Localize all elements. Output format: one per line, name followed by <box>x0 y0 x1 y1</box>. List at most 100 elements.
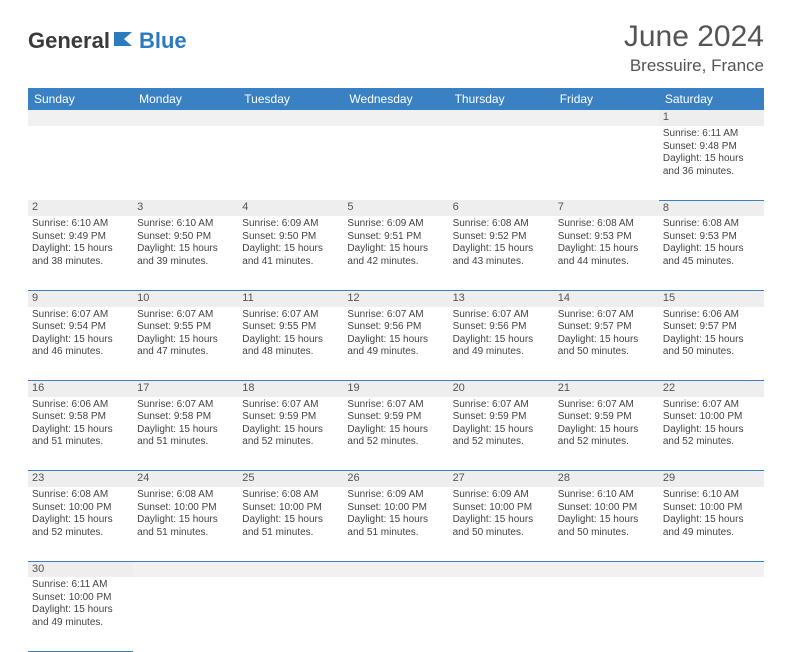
day-number <box>449 110 554 126</box>
day-cell: Sunrise: 6:07 AMSunset: 9:54 PMDaylight:… <box>28 307 133 381</box>
day-cell: Sunrise: 6:07 AMSunset: 9:59 PMDaylight:… <box>343 397 448 471</box>
day-number: 14 <box>554 290 659 306</box>
day-number <box>28 110 133 126</box>
day-cell <box>238 126 343 200</box>
day-number: 10 <box>133 290 238 306</box>
day-cell: Sunrise: 6:07 AMSunset: 10:00 PMDaylight… <box>659 397 764 471</box>
title-block: June 2024 Bressuire, France <box>624 20 764 76</box>
calendar-header: SundayMondayTuesdayWednesdayThursdayFrid… <box>28 88 764 110</box>
day-number: 12 <box>343 290 448 306</box>
day-cell: Sunrise: 6:08 AMSunset: 10:00 PMDaylight… <box>133 487 238 561</box>
day-cell: Sunrise: 6:09 AMSunset: 10:00 PMDaylight… <box>449 487 554 561</box>
day-header: Wednesday <box>343 88 448 110</box>
day-number <box>133 110 238 126</box>
day-cell: Sunrise: 6:07 AMSunset: 9:55 PMDaylight:… <box>133 307 238 381</box>
week-row: Sunrise: 6:06 AMSunset: 9:58 PMDaylight:… <box>28 397 764 471</box>
day-cell <box>343 577 448 651</box>
day-cell: Sunrise: 6:07 AMSunset: 9:56 PMDaylight:… <box>449 307 554 381</box>
day-cell <box>133 577 238 651</box>
day-number <box>343 561 448 577</box>
day-cell: Sunrise: 6:07 AMSunset: 9:59 PMDaylight:… <box>238 397 343 471</box>
day-header: Saturday <box>659 88 764 110</box>
day-number: 17 <box>133 381 238 397</box>
week-row: Sunrise: 6:07 AMSunset: 9:54 PMDaylight:… <box>28 307 764 381</box>
week-row: Sunrise: 6:08 AMSunset: 10:00 PMDaylight… <box>28 487 764 561</box>
day-number: 6 <box>449 200 554 216</box>
day-number <box>238 110 343 126</box>
day-cell: Sunrise: 6:06 AMSunset: 9:58 PMDaylight:… <box>28 397 133 471</box>
day-number: 19 <box>343 381 448 397</box>
day-header: Tuesday <box>238 88 343 110</box>
day-number: 26 <box>343 471 448 487</box>
daynum-row: 1 <box>28 110 764 126</box>
day-cell: Sunrise: 6:11 AMSunset: 9:48 PMDaylight:… <box>659 126 764 200</box>
day-cell: Sunrise: 6:11 AMSunset: 10:00 PMDaylight… <box>28 577 133 651</box>
day-cell: Sunrise: 6:07 AMSunset: 9:56 PMDaylight:… <box>343 307 448 381</box>
daynum-row: 9101112131415 <box>28 290 764 306</box>
month-title: June 2024 <box>624 20 764 54</box>
day-number: 27 <box>449 471 554 487</box>
brand-logo: General Blue <box>28 28 187 54</box>
day-header: Thursday <box>449 88 554 110</box>
day-number: 21 <box>554 381 659 397</box>
day-cell: Sunrise: 6:10 AMSunset: 10:00 PMDaylight… <box>659 487 764 561</box>
week-row: Sunrise: 6:11 AMSunset: 9:48 PMDaylight:… <box>28 126 764 200</box>
day-number: 18 <box>238 381 343 397</box>
day-number: 25 <box>238 471 343 487</box>
brand-part1: General <box>28 28 110 54</box>
day-cell: Sunrise: 6:07 AMSunset: 9:57 PMDaylight:… <box>554 307 659 381</box>
day-number: 1 <box>659 110 764 126</box>
day-number <box>554 561 659 577</box>
day-cell: Sunrise: 6:08 AMSunset: 9:53 PMDaylight:… <box>554 216 659 290</box>
day-cell: Sunrise: 6:08 AMSunset: 9:53 PMDaylight:… <box>659 216 764 290</box>
day-number <box>343 110 448 126</box>
day-cell <box>554 126 659 200</box>
day-number <box>133 561 238 577</box>
day-cell: Sunrise: 6:09 AMSunset: 9:51 PMDaylight:… <box>343 216 448 290</box>
day-cell <box>449 577 554 651</box>
day-cell <box>28 126 133 200</box>
week-row: Sunrise: 6:10 AMSunset: 9:49 PMDaylight:… <box>28 216 764 290</box>
day-cell <box>343 126 448 200</box>
day-number <box>449 561 554 577</box>
day-number: 16 <box>28 381 133 397</box>
day-number: 28 <box>554 471 659 487</box>
day-cell <box>659 577 764 651</box>
day-cell: Sunrise: 6:08 AMSunset: 10:00 PMDaylight… <box>28 487 133 561</box>
day-cell: Sunrise: 6:08 AMSunset: 9:52 PMDaylight:… <box>449 216 554 290</box>
day-number: 4 <box>238 200 343 216</box>
brand-part2: Blue <box>139 28 187 54</box>
day-number: 8 <box>659 200 764 216</box>
daynum-row: 23242526272829 <box>28 471 764 487</box>
day-number: 9 <box>28 290 133 306</box>
day-cell <box>554 577 659 651</box>
calendar-table: SundayMondayTuesdayWednesdayThursdayFrid… <box>28 88 764 652</box>
day-number: 23 <box>28 471 133 487</box>
day-number: 3 <box>133 200 238 216</box>
flag-icon <box>114 30 136 53</box>
day-cell: Sunrise: 6:08 AMSunset: 10:00 PMDaylight… <box>238 487 343 561</box>
day-cell: Sunrise: 6:10 AMSunset: 9:50 PMDaylight:… <box>133 216 238 290</box>
day-number: 11 <box>238 290 343 306</box>
day-cell: Sunrise: 6:09 AMSunset: 10:00 PMDaylight… <box>343 487 448 561</box>
day-cell: Sunrise: 6:07 AMSunset: 9:58 PMDaylight:… <box>133 397 238 471</box>
daynum-row: 16171819202122 <box>28 381 764 397</box>
day-number: 29 <box>659 471 764 487</box>
day-number: 15 <box>659 290 764 306</box>
day-number <box>659 561 764 577</box>
day-cell <box>133 126 238 200</box>
day-cell <box>449 126 554 200</box>
day-number: 30 <box>28 561 133 577</box>
day-number: 2 <box>28 200 133 216</box>
day-number: 13 <box>449 290 554 306</box>
day-number: 20 <box>449 381 554 397</box>
day-header: Friday <box>554 88 659 110</box>
day-number: 5 <box>343 200 448 216</box>
calendar-body: 1Sunrise: 6:11 AMSunset: 9:48 PMDaylight… <box>28 110 764 651</box>
day-cell: Sunrise: 6:07 AMSunset: 9:59 PMDaylight:… <box>554 397 659 471</box>
day-header: Sunday <box>28 88 133 110</box>
day-number <box>554 110 659 126</box>
week-row: Sunrise: 6:11 AMSunset: 10:00 PMDaylight… <box>28 577 764 651</box>
day-number <box>238 561 343 577</box>
day-cell: Sunrise: 6:10 AMSunset: 9:49 PMDaylight:… <box>28 216 133 290</box>
